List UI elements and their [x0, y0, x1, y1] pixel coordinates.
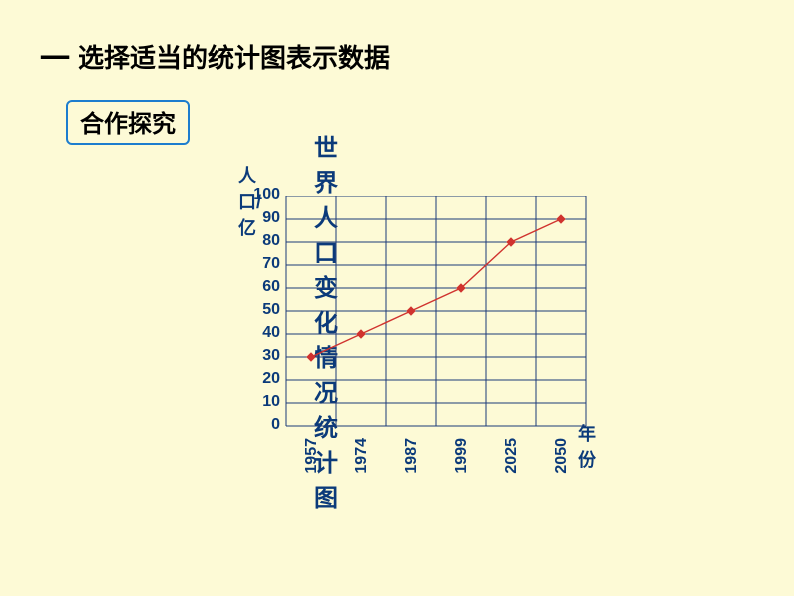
page-root: 一 选择适当的统计图表示数据 合作探究 世界人口变化情况统计图 人口/亿 年份 … [0, 0, 794, 596]
section-marker: 一 [40, 34, 66, 78]
y-tick-label: 0 [246, 416, 280, 434]
cooperation-box: 合作探究 [66, 100, 190, 145]
x-tick-label: 2050 [553, 438, 571, 474]
y-tick-label: 100 [246, 186, 280, 204]
x-tick-label: 1957 [303, 438, 321, 474]
y-tick-label: 70 [246, 255, 280, 273]
section-heading: 一 选择适当的统计图表示数据 [40, 34, 390, 78]
x-tick-label: 1974 [353, 438, 371, 474]
y-tick-label: 30 [246, 347, 280, 365]
x-tick-label: 1987 [403, 438, 421, 474]
y-tick-label: 60 [246, 278, 280, 296]
y-tick-label: 50 [246, 301, 280, 319]
section-title: 选择适当的统计图表示数据 [78, 38, 390, 75]
x-tick-label: 1999 [453, 438, 471, 474]
y-tick-label: 90 [246, 209, 280, 227]
y-tick-label: 80 [246, 232, 280, 250]
cooperation-label: 合作探究 [80, 111, 176, 138]
chart-svg [256, 196, 588, 428]
y-tick-label: 20 [246, 370, 280, 388]
x-tick-label: 2025 [503, 438, 521, 474]
y-tick-label: 40 [246, 324, 280, 342]
y-tick-label: 10 [246, 393, 280, 411]
